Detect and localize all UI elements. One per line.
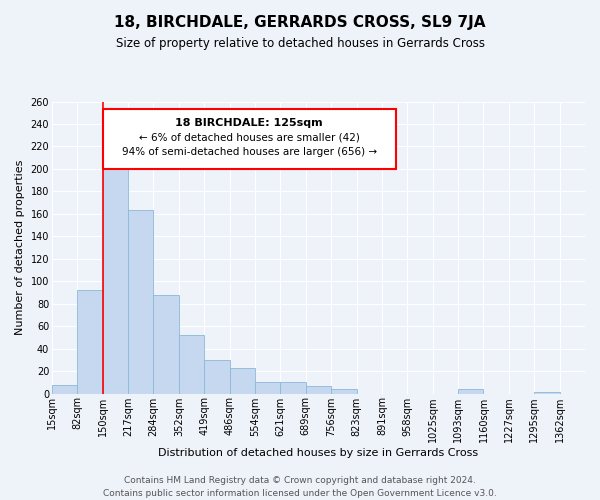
Y-axis label: Number of detached properties: Number of detached properties bbox=[15, 160, 25, 335]
Bar bbox=[154, 294, 179, 394]
Bar bbox=[255, 382, 280, 394]
Bar bbox=[179, 335, 204, 394]
Bar bbox=[77, 290, 103, 394]
Text: 94% of semi-detached houses are larger (656) →: 94% of semi-detached houses are larger (… bbox=[122, 147, 377, 157]
Bar bbox=[230, 368, 255, 394]
Text: 18, BIRCHDALE, GERRARDS CROSS, SL9 7JA: 18, BIRCHDALE, GERRARDS CROSS, SL9 7JA bbox=[114, 15, 486, 30]
X-axis label: Distribution of detached houses by size in Gerrards Cross: Distribution of detached houses by size … bbox=[158, 448, 479, 458]
Bar bbox=[103, 154, 128, 394]
Text: 18 BIRCHDALE: 125sqm: 18 BIRCHDALE: 125sqm bbox=[175, 118, 323, 128]
Bar bbox=[306, 386, 331, 394]
Bar bbox=[458, 389, 484, 394]
Text: Contains HM Land Registry data © Crown copyright and database right 2024.
Contai: Contains HM Land Registry data © Crown c… bbox=[103, 476, 497, 498]
Text: Size of property relative to detached houses in Gerrards Cross: Size of property relative to detached ho… bbox=[115, 38, 485, 51]
Bar bbox=[128, 210, 154, 394]
Bar bbox=[280, 382, 306, 394]
Text: ← 6% of detached houses are smaller (42): ← 6% of detached houses are smaller (42) bbox=[139, 132, 359, 142]
Bar bbox=[331, 389, 356, 394]
Bar bbox=[204, 360, 230, 394]
Bar bbox=[534, 392, 560, 394]
FancyBboxPatch shape bbox=[103, 109, 396, 168]
Bar bbox=[52, 384, 77, 394]
